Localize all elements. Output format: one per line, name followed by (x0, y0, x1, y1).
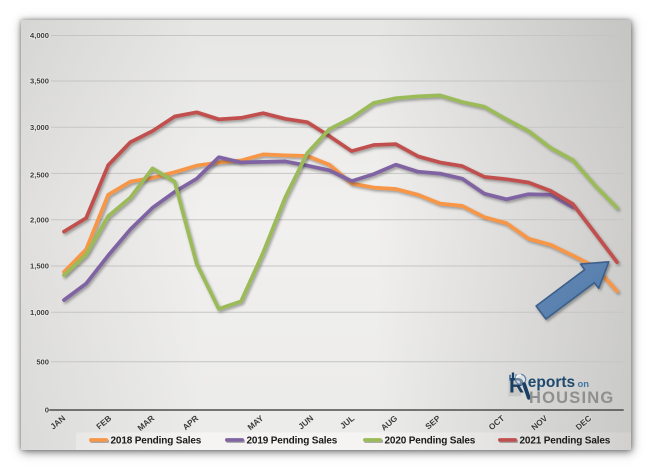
svg-text:500: 500 (36, 358, 49, 367)
svg-text:2019 Pending Sales: 2019 Pending Sales (247, 435, 338, 446)
svg-text:3,000: 3,000 (30, 123, 49, 132)
svg-text:2021 Pending Sales: 2021 Pending Sales (520, 435, 611, 446)
svg-text:1,500: 1,500 (30, 262, 49, 271)
svg-text:2018 Pending Sales: 2018 Pending Sales (111, 435, 202, 446)
svg-text:on: on (578, 379, 590, 390)
svg-text:HOUSING: HOUSING (529, 389, 614, 407)
svg-text:eports: eports (528, 374, 575, 391)
svg-text:0: 0 (45, 406, 49, 415)
svg-text:R: R (509, 374, 524, 397)
svg-text:2,500: 2,500 (30, 170, 49, 179)
svg-text:3,500: 3,500 (30, 77, 49, 86)
svg-text:1,000: 1,000 (30, 308, 49, 317)
svg-text:4,000: 4,000 (30, 31, 49, 40)
svg-text:2,000: 2,000 (30, 216, 49, 225)
svg-text:2020 Pending Sales: 2020 Pending Sales (385, 435, 476, 446)
